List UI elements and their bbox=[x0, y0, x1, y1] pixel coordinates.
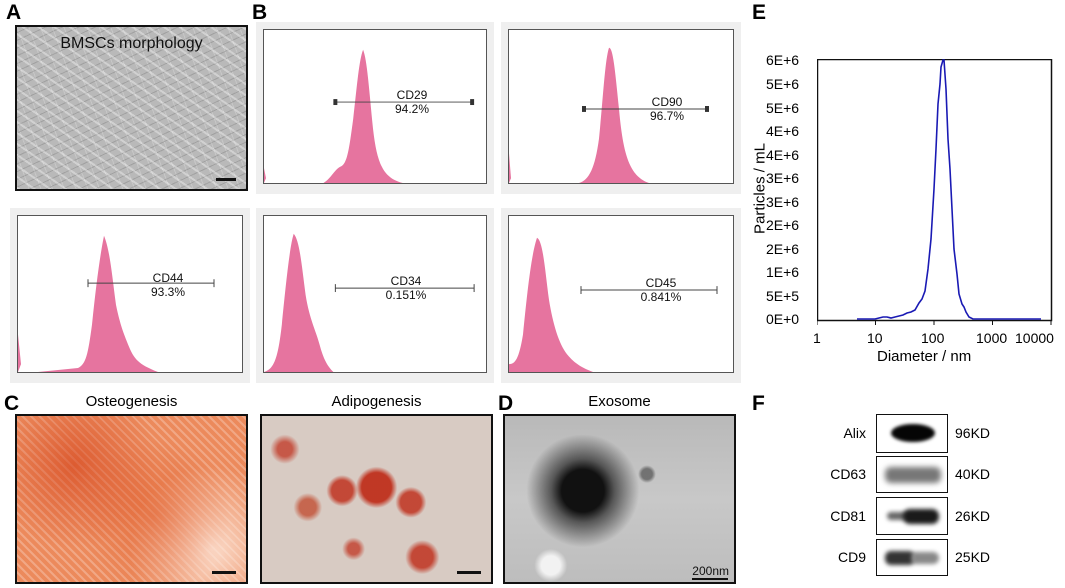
scale-bar bbox=[457, 571, 481, 574]
flow-histogram-cd90: CD90 96.7% bbox=[501, 22, 741, 194]
scale-bar-label: 200nm bbox=[692, 564, 729, 578]
y-tick: 3E+6 bbox=[766, 194, 800, 210]
x-tick: 10 bbox=[867, 330, 883, 346]
histogram-cd45-svg bbox=[509, 237, 718, 372]
wb-size-label: 40KD bbox=[955, 466, 991, 482]
osteogenesis-image bbox=[15, 414, 248, 584]
adipogenesis-title: Adipogenesis bbox=[331, 393, 422, 410]
marker-name: CD45 bbox=[645, 276, 677, 290]
wb-band-cd81 bbox=[876, 497, 948, 535]
scale-bar bbox=[216, 178, 236, 181]
panel-label-d: D bbox=[498, 392, 514, 415]
y-tick: 2E+6 bbox=[766, 217, 800, 233]
marker-percent: 0.841% bbox=[640, 290, 682, 304]
exosome-tem-image: 200nm bbox=[503, 414, 736, 584]
wb-band-cd9 bbox=[876, 539, 948, 576]
x-tick: 10000 bbox=[1015, 330, 1054, 346]
panel-label-f: F bbox=[752, 392, 765, 415]
wb-protein-label: Alix bbox=[843, 425, 866, 441]
marker-percent: 93.3% bbox=[150, 285, 186, 299]
panel-label-c: C bbox=[4, 392, 20, 415]
panel-label-b: B bbox=[252, 1, 268, 24]
y-tick: 6E+6 bbox=[766, 52, 800, 68]
scale-bar bbox=[692, 578, 728, 580]
flow-histogram-cd45: CD45 0.841% bbox=[501, 208, 741, 383]
y-tick: 3E+6 bbox=[766, 170, 800, 186]
wb-size-label: 96KD bbox=[955, 425, 991, 441]
wb-size-label: 25KD bbox=[955, 549, 991, 565]
histogram-cd29-svg bbox=[264, 49, 475, 183]
y-tick: 4E+6 bbox=[766, 147, 800, 163]
osteogenesis-title: Osteogenesis bbox=[85, 393, 178, 410]
scale-bar bbox=[212, 571, 236, 574]
wb-size-label: 26KD bbox=[955, 508, 991, 524]
x-tick: 1 bbox=[813, 330, 821, 346]
x-tick: 100 bbox=[921, 330, 945, 346]
marker-name: CD34 bbox=[390, 274, 422, 288]
nta-chart: Particles / mL 6E+6 5E+6 5E+6 4E+6 4E+6 … bbox=[740, 50, 1065, 370]
wb-protein-label: CD81 bbox=[830, 508, 866, 524]
wb-protein-label: CD9 bbox=[837, 549, 866, 565]
y-tick: 5E+5 bbox=[766, 288, 800, 304]
histogram-cd90-svg bbox=[509, 47, 709, 183]
y-tick: 1E+6 bbox=[766, 264, 800, 280]
adipogenesis-image bbox=[260, 414, 493, 584]
y-tick: 5E+6 bbox=[766, 76, 800, 92]
x-tick: 1000 bbox=[976, 330, 1008, 346]
marker-name: CD90 bbox=[651, 95, 683, 109]
bmsc-morphology-title: BMSCs morphology bbox=[60, 35, 203, 52]
y-tick: 4E+6 bbox=[766, 123, 800, 139]
flow-histogram-cd34: CD34 0.151% bbox=[256, 208, 494, 383]
marker-name: CD44 bbox=[152, 271, 184, 285]
bmsc-morphology-image: BMSCs morphology bbox=[15, 25, 248, 191]
wb-band-cd63 bbox=[876, 456, 948, 493]
y-tick: 0E+0 bbox=[766, 311, 800, 327]
panel-label-a: A bbox=[6, 1, 22, 24]
nta-plot-area bbox=[817, 59, 1053, 325]
panel-label-e: E bbox=[752, 1, 767, 24]
flow-histogram-cd44: CD44 93.3% bbox=[10, 208, 250, 383]
marker-name: CD29 bbox=[396, 88, 428, 102]
wb-protein-label: CD63 bbox=[830, 466, 866, 482]
wb-band-alix bbox=[876, 414, 948, 453]
marker-percent: 94.2% bbox=[394, 102, 430, 116]
marker-percent: 96.7% bbox=[649, 109, 685, 123]
histogram-cd34-svg bbox=[264, 233, 475, 372]
y-tick: 5E+6 bbox=[766, 100, 800, 116]
x-axis-label: Diameter / nm bbox=[877, 348, 972, 365]
histogram-cd44-svg bbox=[18, 235, 215, 372]
exosome-title: Exosome bbox=[588, 393, 651, 410]
flow-histogram-cd29: CD29 94.2% bbox=[256, 22, 494, 194]
marker-percent: 0.151% bbox=[385, 288, 427, 302]
y-tick: 2E+6 bbox=[766, 241, 800, 257]
